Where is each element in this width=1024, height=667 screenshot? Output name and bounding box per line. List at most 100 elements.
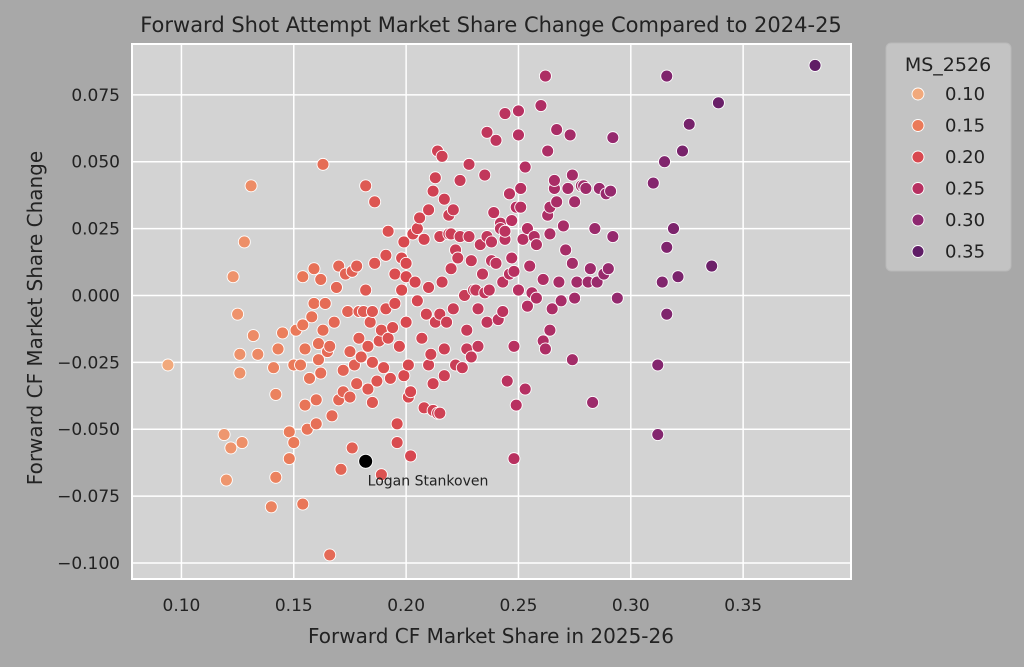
data-point <box>226 270 240 284</box>
data-point <box>368 256 382 270</box>
data-point <box>264 500 278 514</box>
data-point <box>570 275 584 289</box>
data-point <box>370 374 384 388</box>
legend-items: 0.10 0.15 0.20 0.25 0.30 0.35 <box>911 84 985 263</box>
data-point <box>422 280 436 294</box>
data-point <box>462 230 476 244</box>
data-point <box>561 181 575 195</box>
data-point <box>660 307 674 321</box>
data-point <box>550 123 564 137</box>
data-point <box>547 173 561 187</box>
data-point <box>435 149 449 163</box>
data-point <box>287 436 301 450</box>
data-point <box>246 329 260 343</box>
data-point <box>365 305 379 318</box>
data-point <box>419 307 433 321</box>
data-point <box>606 230 620 244</box>
data-point <box>413 211 427 225</box>
data-point <box>667 222 680 236</box>
data-point <box>512 128 525 142</box>
legend-label: 0.20 <box>945 147 985 168</box>
legend-marker <box>911 213 925 227</box>
data-point <box>471 302 485 316</box>
data-point <box>509 398 523 412</box>
data-point <box>422 358 436 372</box>
data-point <box>586 396 600 409</box>
highlight-point <box>358 453 374 469</box>
data-point <box>390 417 404 431</box>
data-point <box>444 262 458 276</box>
data-point <box>462 157 476 171</box>
legend-label: 0.35 <box>945 242 985 263</box>
data-point <box>482 283 496 297</box>
y-tick-label: 0.000 <box>71 286 120 306</box>
data-point <box>453 173 467 187</box>
data-point <box>651 428 665 441</box>
data-point <box>610 291 624 305</box>
data-point <box>437 192 451 206</box>
plot-frame <box>131 43 852 580</box>
data-point <box>543 227 557 241</box>
data-point <box>388 297 402 310</box>
data-point <box>480 125 494 139</box>
data-point <box>521 299 534 313</box>
data-point <box>224 441 238 455</box>
data-point <box>512 104 525 118</box>
data-point <box>478 168 492 182</box>
data-point <box>368 195 382 209</box>
data-point <box>579 181 593 195</box>
data-point <box>269 470 283 484</box>
data-point <box>307 262 321 276</box>
data-point <box>381 224 395 238</box>
data-point <box>518 160 532 174</box>
highlight-label: Logan Stankoven <box>368 473 489 489</box>
legend-marker <box>911 150 925 164</box>
data-point <box>651 358 665 372</box>
data-point <box>408 275 422 289</box>
data-point <box>219 473 233 487</box>
data-point <box>601 262 615 276</box>
data-point <box>464 254 478 268</box>
data-point <box>529 291 543 305</box>
data-point <box>374 468 388 482</box>
y-tick-label: −0.100 <box>57 554 120 574</box>
data-point <box>565 353 579 367</box>
data-point <box>437 369 451 383</box>
y-axis-label: Forward CF Market Share Change <box>23 151 47 485</box>
x-axis-label: Forward CF Market Share in 2025-26 <box>308 624 674 648</box>
data-point <box>660 240 674 254</box>
data-point <box>437 342 451 356</box>
data-point <box>489 256 503 270</box>
data-point <box>808 58 822 72</box>
x-tick-label: 0.15 <box>275 596 313 616</box>
data-point <box>365 396 379 409</box>
x-tick-label: 0.25 <box>500 596 538 616</box>
data-point <box>401 358 415 372</box>
data-point <box>410 294 424 308</box>
data-point <box>487 206 501 219</box>
data-point <box>343 345 357 359</box>
data-point <box>314 366 328 380</box>
data-point <box>415 331 429 345</box>
data-point <box>327 315 341 329</box>
data-point <box>235 436 249 450</box>
legend-label: 0.15 <box>945 116 985 137</box>
data-point <box>565 168 579 182</box>
data-point <box>350 259 364 273</box>
data-point <box>464 350 478 364</box>
x-tick-label: 0.30 <box>612 596 650 616</box>
data-point <box>305 310 319 324</box>
data-point <box>379 248 393 262</box>
data-point <box>251 347 265 361</box>
data-point <box>161 358 175 372</box>
data-points <box>161 58 822 562</box>
data-point <box>559 243 573 257</box>
data-point <box>552 275 566 289</box>
data-point <box>426 377 440 391</box>
data-point <box>361 339 375 353</box>
data-point <box>428 171 442 185</box>
data-point <box>711 96 725 110</box>
data-point <box>538 342 552 356</box>
y-tick-label: 0.075 <box>71 86 120 106</box>
y-tick-label: −0.050 <box>57 420 120 440</box>
